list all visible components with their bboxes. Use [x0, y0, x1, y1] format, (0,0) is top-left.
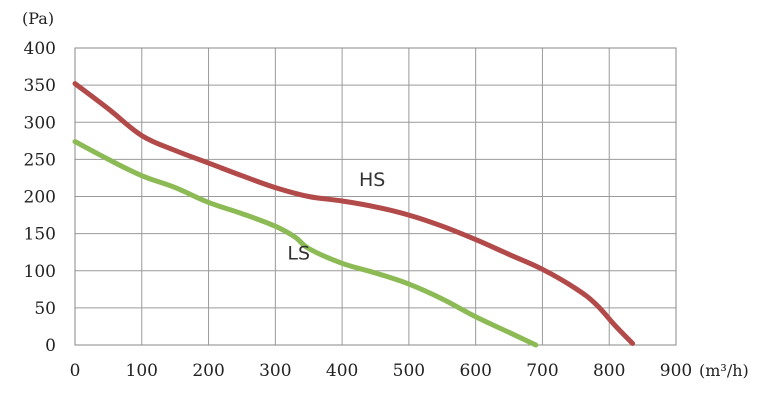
series-line-hs: [72, 81, 636, 346]
y-tick-label: 200: [24, 188, 56, 208]
y-tick-label: 150: [24, 225, 56, 245]
x-tick-label: 100: [126, 361, 158, 381]
y-tick-label: 250: [24, 150, 56, 170]
y-tick-label: 300: [24, 113, 56, 133]
y-tick-label: 100: [24, 262, 56, 282]
y-tick-label: 350: [24, 76, 56, 96]
y-tick-label: 400: [24, 39, 56, 59]
labels: HS LS: [287, 169, 385, 265]
x-tick-label: 400: [326, 361, 358, 381]
x-tick-label: 800: [593, 361, 625, 381]
x-tick-label: 300: [259, 361, 291, 381]
x-tick-label: 0: [70, 361, 81, 381]
x-tick-label: 700: [526, 361, 558, 381]
x-tick-label: 500: [393, 361, 425, 381]
axes: 0 100 200 300 400 500 600 700 800 900 0 50 100 150 200…: [24, 39, 693, 381]
x-tick-label: 200: [192, 361, 224, 381]
x-tick-label: 600: [459, 361, 491, 381]
series-label-ls: LS: [287, 243, 310, 265]
x-tick-label: 900: [660, 361, 692, 381]
series-label-hs: HS: [359, 169, 385, 191]
series-lines: [72, 81, 636, 348]
series-line-ls: [72, 139, 539, 348]
plot-border: [74, 47, 677, 346]
grid: [74, 47, 677, 346]
y-tick-label: 50: [34, 299, 56, 319]
y-tick-label: 0: [45, 336, 56, 356]
x-axis-unit-label: (m³/h): [699, 361, 749, 380]
y-axis-unit-label: (Pa): [22, 9, 54, 28]
